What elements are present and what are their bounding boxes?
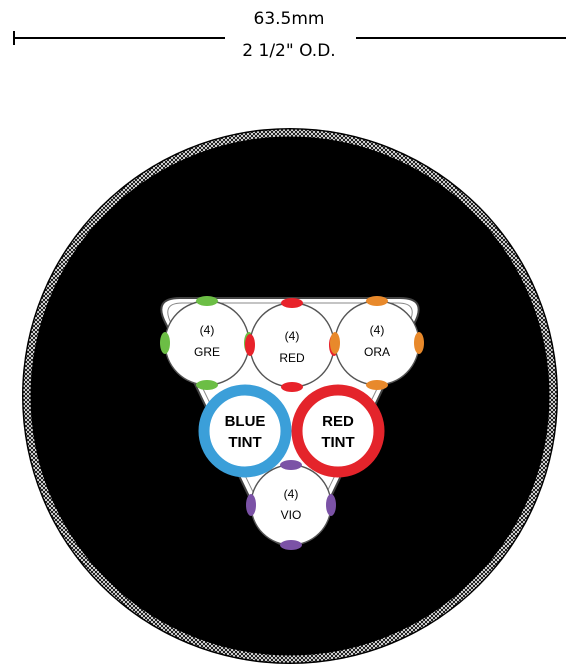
subunit-tube (251, 465, 331, 545)
fiber-marker-top (281, 298, 303, 308)
red-tint-ring: RED TINT (297, 390, 379, 472)
fiber-marker-bottom (366, 380, 388, 390)
blue-tint-label-line1: BLUE (225, 413, 266, 430)
blue-tint-tube (204, 390, 286, 472)
fiber-marker-bottom (196, 380, 218, 390)
fiber-marker-left (160, 332, 170, 354)
subunit-tube (165, 301, 249, 385)
subunit-color-label: RED (279, 351, 305, 365)
dimension-indicator: 63.5mm 2 1/2" O.D. (14, 9, 566, 61)
subunit-count: (4) (370, 323, 385, 337)
red-tint-tube (297, 390, 379, 472)
fiber-marker-top (196, 296, 218, 306)
dimension-imperial-label: 2 1/2" O.D. (242, 41, 335, 61)
dimension-metric-label: 63.5mm (254, 9, 325, 29)
red-tint-label-line2: TINT (321, 434, 354, 451)
fiber-marker-right (414, 332, 424, 354)
fiber-marker-top (366, 296, 388, 306)
fiber-marker-left (245, 334, 255, 356)
blue-tint-label-line2: TINT (228, 434, 261, 451)
red-tint-label-line1: RED (322, 413, 354, 430)
subunit-count: (4) (285, 329, 300, 343)
subunit-color-label: ORA (364, 345, 390, 359)
subunit-count: (4) (284, 487, 299, 501)
fiber-marker-bottom (281, 382, 303, 392)
subunit-tube (250, 303, 334, 387)
subunit-color-label: VIO (281, 508, 302, 522)
subunit-color-label: GRE (194, 345, 220, 359)
fiber-marker-left (330, 332, 340, 354)
subunit-tube (335, 301, 419, 385)
subunit-count: (4) (200, 323, 215, 337)
fiber-marker-right (326, 494, 336, 516)
fiber-marker-left (246, 494, 256, 516)
fiber-marker-top (280, 460, 302, 470)
blue-tint-ring: BLUE TINT (204, 390, 286, 472)
fiber-marker-bottom (280, 540, 302, 550)
